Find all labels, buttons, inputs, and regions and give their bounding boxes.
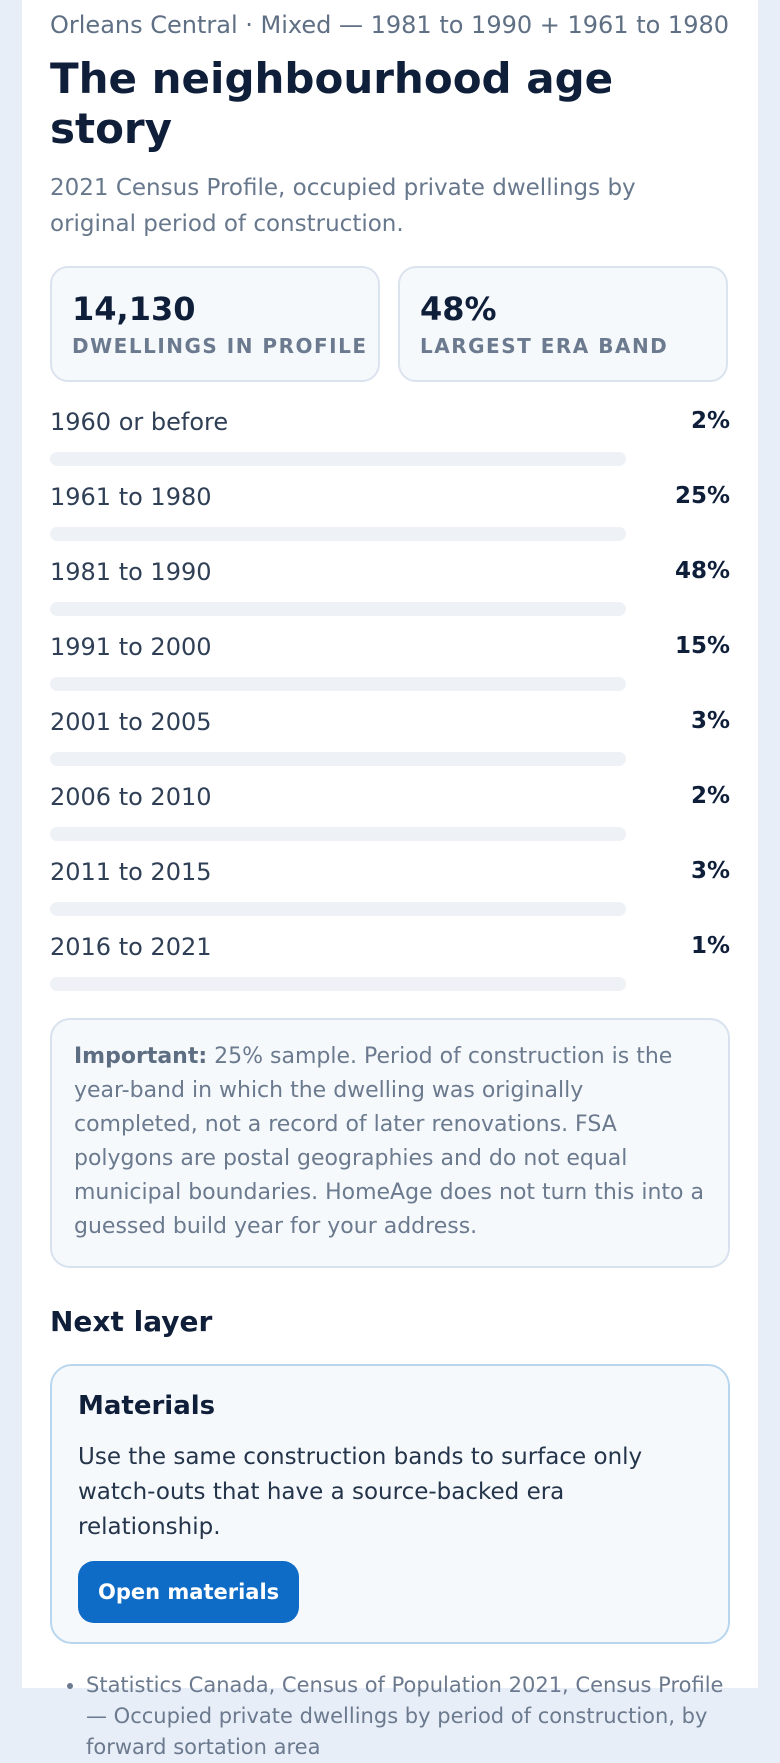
era-bar-row: 1961 to 1980 25% xyxy=(50,477,730,552)
era-percent: 3% xyxy=(690,708,730,734)
era-label: 1961 to 1980 xyxy=(50,483,212,511)
era-bar-row: 1991 to 2000 15% xyxy=(50,627,730,702)
era-bar-row: 1960 or before 2% xyxy=(50,402,730,477)
era-bar-track xyxy=(50,677,626,691)
stat-value: 14,130 xyxy=(72,290,196,328)
era-label: 2016 to 2021 xyxy=(50,933,212,961)
era-bar-row: 2011 to 2015 3% xyxy=(50,852,730,927)
era-percent: 15% xyxy=(674,633,730,659)
open-materials-button[interactable]: Open materials xyxy=(78,1561,300,1623)
era-percent: 48% xyxy=(674,558,730,584)
next-layer-heading: Next layer xyxy=(50,1305,213,1338)
era-bar-track xyxy=(50,827,626,841)
stats-row: 14,130 DWELLINGS IN PROFILE 48% LARGEST … xyxy=(50,266,730,382)
source-item: Statistics Canada, Census of Population … xyxy=(86,1670,730,1763)
era-bar-row: 2016 to 2021 1% xyxy=(50,927,730,1002)
content-card: Orleans Central · Mixed — 1981 to 1990 +… xyxy=(22,0,758,1759)
era-bar-list: 1960 or before 2% 1961 to 1980 25% 1981 to 1… xyxy=(50,402,730,1002)
era-bar-track xyxy=(50,902,626,916)
stat-dwellings: 14,130 DWELLINGS IN PROFILE xyxy=(50,266,380,382)
era-label: 2011 to 2015 xyxy=(50,858,212,886)
era-percent: 3% xyxy=(690,858,730,884)
era-bar-track xyxy=(50,452,626,466)
era-percent: 25% xyxy=(674,483,730,509)
era-label: 1981 to 1990 xyxy=(50,558,212,586)
era-percent: 2% xyxy=(690,783,730,809)
stat-label: DWELLINGS IN PROFILE xyxy=(72,334,368,358)
stat-largest-band: 48% LARGEST ERA BAND xyxy=(398,266,728,382)
note-lead: Important: xyxy=(74,1044,208,1069)
page-title: The neighbourhood age story xyxy=(50,54,614,153)
era-bar-track xyxy=(50,527,626,541)
era-bar-track xyxy=(50,977,626,991)
era-bar-row: 2006 to 2010 2% xyxy=(50,777,730,852)
era-bar-track xyxy=(50,752,626,766)
materials-card: Materials Use the same construction band… xyxy=(50,1364,730,1644)
stat-value: 48% xyxy=(420,290,497,328)
era-label: 1991 to 2000 xyxy=(50,633,212,661)
sources-list: Statistics Canada, Census of Population … xyxy=(50,1670,730,1763)
materials-title: Materials xyxy=(78,1391,216,1421)
area-eyebrow: Orleans Central · Mixed — 1981 to 1990 +… xyxy=(50,11,729,39)
materials-text: Use the same construction bands to surfa… xyxy=(78,1444,643,1540)
era-label: 1960 or before xyxy=(50,408,229,436)
era-percent: 2% xyxy=(690,408,730,434)
era-percent: 1% xyxy=(690,933,730,959)
important-note: Important: 25% sample. Period of constru… xyxy=(50,1018,730,1268)
note-text: 25% sample. Period of construction is th… xyxy=(74,1044,704,1239)
page-lede: 2021 Census Profile, occupied private dw… xyxy=(50,175,636,237)
era-bar-row: 1981 to 1990 48% xyxy=(50,552,730,627)
era-label: 2006 to 2010 xyxy=(50,783,212,811)
stat-label: LARGEST ERA BAND xyxy=(420,334,669,358)
era-bar-row: 2001 to 2005 3% xyxy=(50,702,730,777)
era-bar-track xyxy=(50,602,626,616)
era-label: 2001 to 2005 xyxy=(50,708,212,736)
